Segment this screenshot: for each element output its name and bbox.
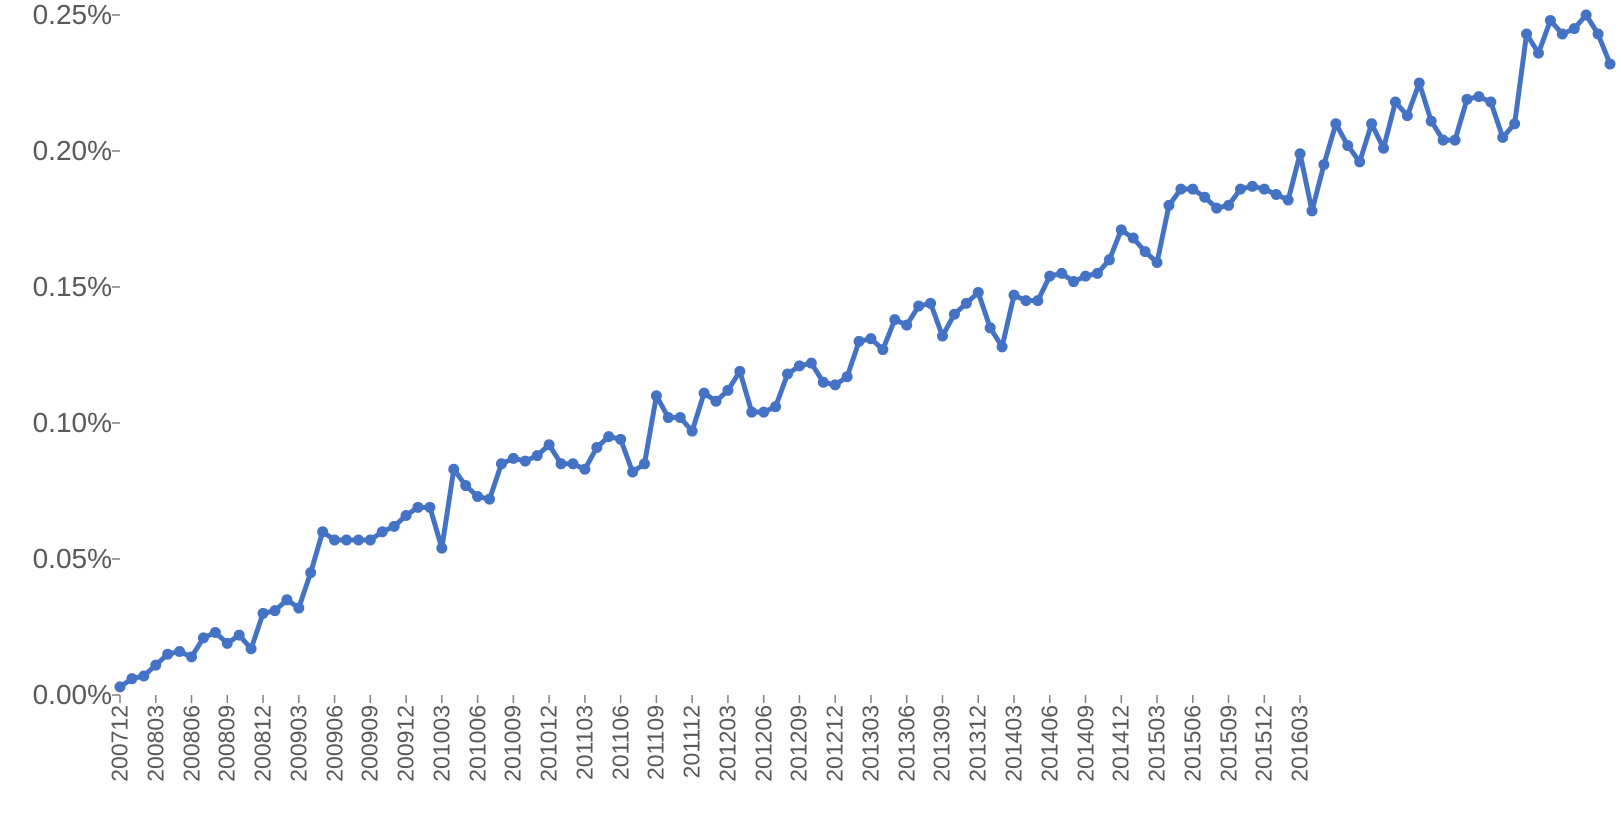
- x-tick-label: 200803: [142, 705, 169, 782]
- x-tick-label: 200903: [285, 705, 312, 782]
- x-tick-label: 201412: [1108, 705, 1135, 782]
- x-tick-label: 201209: [786, 705, 813, 782]
- x-tick-label: 201312: [965, 705, 992, 782]
- x-tick-label: 200809: [214, 705, 241, 782]
- x-tick-label: 201012: [536, 705, 563, 782]
- x-tick-label: 201306: [893, 705, 920, 782]
- x-tick-label: 201203: [714, 705, 741, 782]
- x-tick-label: 200909: [357, 705, 384, 782]
- x-tick-label: 201212: [822, 705, 849, 782]
- x-tick-label: 201003: [428, 705, 455, 782]
- x-tick-label: 201309: [929, 705, 956, 782]
- x-tick-label: 201603: [1287, 705, 1314, 782]
- x-tick-label: 201112: [679, 705, 706, 778]
- x-tick-label: 201006: [464, 705, 491, 782]
- x-tick-label: 200812: [250, 705, 277, 782]
- x-tick-label: 201303: [857, 705, 884, 782]
- x-tick-label: 201403: [1001, 705, 1028, 782]
- line-chart: 0.00%0.05%0.10%0.15%0.20%0.25% 200712200…: [0, 0, 1621, 823]
- x-tick-label: 201009: [500, 705, 527, 782]
- x-tick-label: 201106: [607, 705, 634, 780]
- x-tick-label: 201509: [1215, 705, 1242, 782]
- x-tick-label: 200712: [107, 705, 134, 782]
- x-tick-label: 201406: [1036, 705, 1063, 782]
- x-tick-label: 201103: [571, 705, 598, 780]
- x-tick-label: 201109: [643, 705, 670, 780]
- x-tick-label: 201206: [750, 705, 777, 782]
- x-tick-label: 201503: [1144, 705, 1171, 782]
- x-tick-label: 200806: [178, 705, 205, 782]
- x-tick-label: 200906: [321, 705, 348, 782]
- x-tick-label: 201409: [1072, 705, 1099, 782]
- x-tick-label: 201506: [1179, 705, 1206, 782]
- x-tick-label: 201512: [1251, 705, 1278, 782]
- x-axis: 200712 200803 200806 200809 200812 200903 2009…: [0, 0, 1621, 823]
- x-tick-label: 200912: [393, 705, 420, 782]
